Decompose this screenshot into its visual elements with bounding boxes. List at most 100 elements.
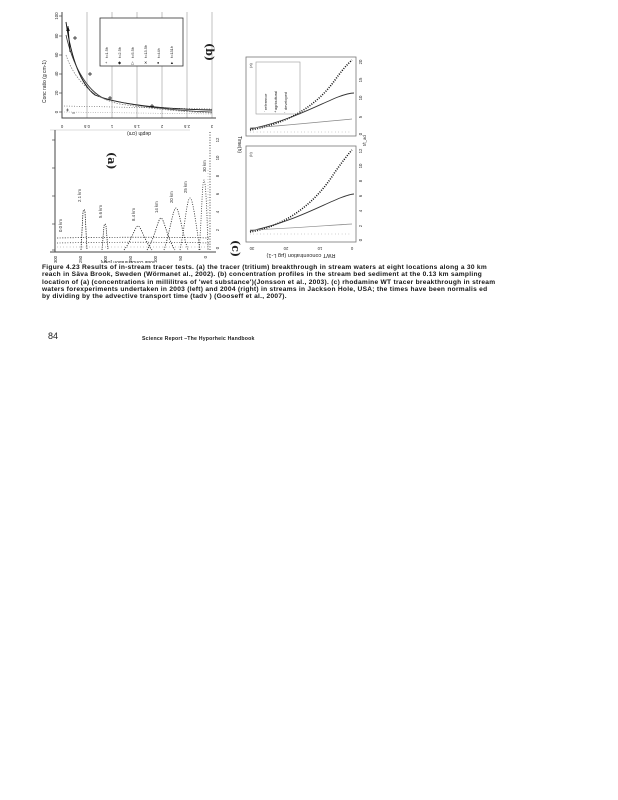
panel-c-time-label: Time(h): [236, 136, 242, 153]
panel-c-bottom-chart: (b) 12 10 8 6 4 2 0 30 20 10 0: [245, 145, 363, 258]
legend-entry: agricultural: [273, 91, 278, 110]
panel-a-curves: [80, 179, 209, 251]
panel-c-bottom-tick: 2: [358, 224, 363, 227]
panel-b-ytick: 20: [54, 90, 59, 95]
panel-c-bottom-xtick: 0: [350, 246, 353, 251]
panel-c-letter: (c): [229, 240, 242, 257]
panel-b-xtick: 2: [160, 124, 163, 129]
caption-line: reach in Säva Brook, Sweden (Wörmanet al…: [42, 271, 483, 279]
panel-b-tickmarks: [59, 15, 62, 113]
curve-label: 8.4 km: [131, 208, 136, 221]
curve-label: 14 km: [154, 201, 159, 213]
panel-c-top-tick: 15: [358, 77, 363, 82]
legend-marker: +: [274, 109, 277, 114]
panel-b-xlabel: depth (cm): [127, 130, 151, 136]
panel-c-top-tick: 20: [358, 59, 363, 64]
panel-c-bottom-tick: 6: [358, 194, 363, 197]
panel-c-top-tick: 10: [358, 95, 363, 100]
panel-a-xtick: 300: [53, 255, 58, 263]
legend-marker: ●: [157, 60, 160, 65]
panel-a-timetick: 10: [215, 155, 220, 160]
panel-a-xtick: 150: [128, 255, 133, 263]
curve-label: 20 km: [169, 191, 174, 203]
legend-marker: ◆: [118, 60, 122, 65]
arrow-up-icon: [66, 26, 70, 31]
caption-line: waters forexperiments undertaken in 2003…: [42, 286, 488, 294]
curve-label: 5.6 km: [98, 205, 103, 218]
panel-c-bottom-tick: 10: [358, 163, 363, 168]
panel-a-letter: (a): [105, 152, 118, 170]
panel-b-legend: t=1.5h t=2.5h t=5.5h t=13.5h t=44h t=131…: [99, 17, 184, 67]
legend-marker: △: [131, 60, 135, 65]
legend-entry: t=2.5h: [117, 47, 122, 58]
panel-c-bottom-xtick: 20: [283, 246, 288, 251]
caption-line: Figure 4.23 Results of in-stream tracer …: [42, 264, 487, 271]
panel-c-top-chart: (a) reference agricultural developed · +…: [245, 56, 363, 137]
panel-c-charts: Time(h) (a) reference agricultural devel…: [229, 56, 367, 258]
panel-c-bottom-corner: (b): [248, 151, 253, 157]
panel-c-bottom-tick: 4: [358, 209, 363, 212]
panel-c-bottom-tick: 0: [358, 238, 363, 241]
panel-a-xtick: 0: [203, 255, 208, 258]
legend-entry: t=131h: [169, 46, 174, 58]
panel-a-xtick: 50: [178, 255, 183, 260]
panel-c-norm-label: t/t_ad: [362, 135, 367, 146]
panel-a-timetick: 0: [215, 246, 220, 249]
panel-a-timetick: 4: [215, 210, 220, 213]
panel-c-bottom-xtick: 30: [249, 246, 254, 251]
panel-b-ytick: 40: [54, 71, 59, 76]
panel-a-xtick: 200: [103, 255, 108, 263]
figure-4-23: Conc ratio (g cm-1) 100 80 60 40 20 0: [42, 12, 367, 263]
panel-c-top-tick: 0: [358, 132, 363, 135]
curve-label: 0.0 km: [58, 219, 63, 232]
panel-b-letter: (b): [203, 43, 216, 61]
panel-a-xlabel: Total concentration [Bq/l]: [100, 259, 155, 263]
panel-a-timetick: 6: [215, 192, 220, 195]
panel-c-bottom-xlabel: RWT concentration (µg L-1): [266, 252, 335, 258]
legend-marker: ✕: [144, 60, 147, 65]
panel-b-xtick: 0.5: [83, 124, 90, 129]
legend-entry: t=44h: [156, 48, 161, 58]
legend-entry: developed: [283, 92, 288, 110]
curve-label: 25 km: [183, 181, 188, 193]
legend-entry: t=5.5h: [130, 47, 135, 58]
panel-b-xtick: 2.5: [183, 124, 190, 129]
panel-a-xtick: 100: [153, 255, 158, 263]
legend-entry: t=13.5h: [143, 45, 148, 58]
legend-entry: reference: [263, 94, 268, 110]
panel-b-ytick: 100: [54, 12, 59, 20]
caption-line: by dividing by the advective transport t…: [42, 293, 287, 301]
page-number: 84: [48, 331, 59, 341]
curve-label: 2.1 km: [77, 189, 82, 202]
panel-b-axes: [61, 12, 216, 119]
panel-b-xtick: 3: [210, 124, 213, 129]
panel-b-curves: [63, 21, 213, 115]
panel-b-ytick: 80: [54, 33, 59, 38]
panel-b-xtick: 1: [110, 124, 113, 129]
legend-marker: ·: [264, 109, 265, 114]
panel-a-xtick: 250: [78, 255, 83, 263]
panel-c-bottom-tick: 8: [358, 179, 363, 182]
panel-a-chart: 0.0 km 2.1 km 5.6 km 8.4 km 14 km 20 km …: [50, 129, 220, 263]
panel-a-timetick: 12: [215, 137, 220, 142]
panel-c-top-corner: (a): [248, 62, 253, 68]
figure-caption: Figure 4.23 Results of in-stream tracer …: [42, 264, 578, 301]
panel-b-ytick: 60: [54, 52, 59, 57]
panel-c-bottom-xtick: 10: [317, 246, 322, 251]
panel-a-timetick: 8: [215, 174, 220, 177]
footer-text: Science Report –The Hyporheic Handbook: [142, 336, 255, 342]
panel-b-ytick: 0: [54, 110, 59, 113]
legend-marker: ▲: [170, 60, 174, 65]
panel-b-xtick: 1.5: [133, 124, 140, 129]
panel-b-xtick: 0: [60, 124, 63, 129]
panel-b-chart: Conc ratio (g cm-1) 100 80 60 40 20 0: [42, 12, 216, 136]
panel-b-ylabel: Conc ratio (g cm-1): [42, 60, 48, 103]
legend-marker: -: [284, 109, 286, 114]
panel-a-timetick: 2: [215, 228, 220, 231]
panel-c-top-tick: 5: [358, 115, 363, 118]
curve-label: 30 km: [202, 160, 207, 172]
caption-line: location of (a) (concentrations in milli…: [42, 278, 496, 286]
legend-entry: t=1.5h: [104, 47, 109, 58]
legend-marker: +: [105, 60, 108, 65]
